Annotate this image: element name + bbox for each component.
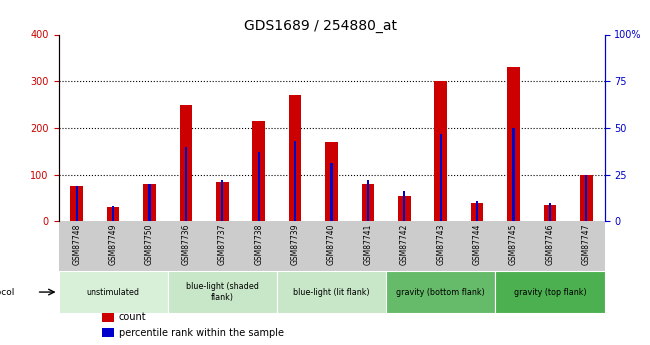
Bar bbox=[543, 205, 556, 221]
Text: count: count bbox=[118, 312, 146, 322]
Bar bbox=[216, 181, 229, 221]
Text: GSM87748: GSM87748 bbox=[72, 224, 81, 265]
Bar bbox=[277, 272, 386, 313]
Bar bbox=[112, 206, 114, 221]
Bar bbox=[398, 196, 411, 221]
Bar bbox=[439, 134, 442, 221]
Bar bbox=[512, 128, 515, 221]
Text: gravity (bottom flank): gravity (bottom flank) bbox=[396, 288, 485, 297]
Text: GSM87745: GSM87745 bbox=[509, 224, 518, 265]
Bar bbox=[367, 180, 369, 221]
Text: unstimulated: unstimulated bbox=[86, 288, 140, 297]
Bar bbox=[471, 203, 484, 221]
Text: GSM87746: GSM87746 bbox=[545, 224, 554, 265]
Bar bbox=[403, 191, 406, 221]
Bar bbox=[294, 141, 296, 221]
Text: GSM87737: GSM87737 bbox=[218, 224, 227, 265]
Text: GSM87738: GSM87738 bbox=[254, 224, 263, 265]
Text: GSM87739: GSM87739 bbox=[291, 224, 300, 265]
Bar bbox=[330, 164, 333, 221]
Bar bbox=[495, 272, 604, 313]
Text: blue-light (shaded
flank): blue-light (shaded flank) bbox=[186, 282, 259, 302]
Bar bbox=[221, 180, 224, 221]
Bar bbox=[507, 67, 520, 221]
Bar bbox=[102, 313, 114, 322]
Bar bbox=[585, 175, 588, 221]
Bar bbox=[75, 186, 78, 221]
Bar bbox=[580, 175, 593, 221]
Text: GSM87740: GSM87740 bbox=[327, 224, 336, 265]
Bar bbox=[143, 184, 156, 221]
Text: GSM87742: GSM87742 bbox=[400, 224, 409, 265]
Bar bbox=[289, 95, 302, 221]
Bar bbox=[434, 81, 447, 221]
Text: growth protocol: growth protocol bbox=[0, 288, 15, 297]
Bar bbox=[179, 105, 192, 221]
Text: gravity (top flank): gravity (top flank) bbox=[514, 288, 586, 297]
Text: GSM87749: GSM87749 bbox=[109, 224, 118, 265]
Text: GSM87750: GSM87750 bbox=[145, 224, 154, 265]
Text: GSM87747: GSM87747 bbox=[582, 224, 591, 265]
Text: GSM87744: GSM87744 bbox=[473, 224, 482, 265]
Text: GSM87741: GSM87741 bbox=[363, 224, 372, 265]
Text: blue-light (lit flank): blue-light (lit flank) bbox=[293, 288, 370, 297]
Bar bbox=[148, 184, 151, 221]
Bar bbox=[102, 328, 114, 337]
Bar bbox=[70, 186, 83, 221]
Text: GSM87743: GSM87743 bbox=[436, 224, 445, 265]
Text: percentile rank within the sample: percentile rank within the sample bbox=[118, 327, 283, 337]
Bar bbox=[257, 152, 260, 221]
Bar bbox=[168, 272, 277, 313]
Title: GDS1689 / 254880_at: GDS1689 / 254880_at bbox=[244, 19, 397, 33]
Bar bbox=[252, 121, 265, 221]
Text: GSM87736: GSM87736 bbox=[181, 224, 190, 265]
Bar bbox=[386, 272, 495, 313]
Bar bbox=[185, 147, 187, 221]
Bar bbox=[107, 207, 120, 221]
Bar bbox=[58, 272, 168, 313]
Bar bbox=[361, 184, 374, 221]
Bar bbox=[325, 142, 338, 221]
Bar bbox=[549, 203, 551, 221]
Bar bbox=[476, 201, 478, 221]
